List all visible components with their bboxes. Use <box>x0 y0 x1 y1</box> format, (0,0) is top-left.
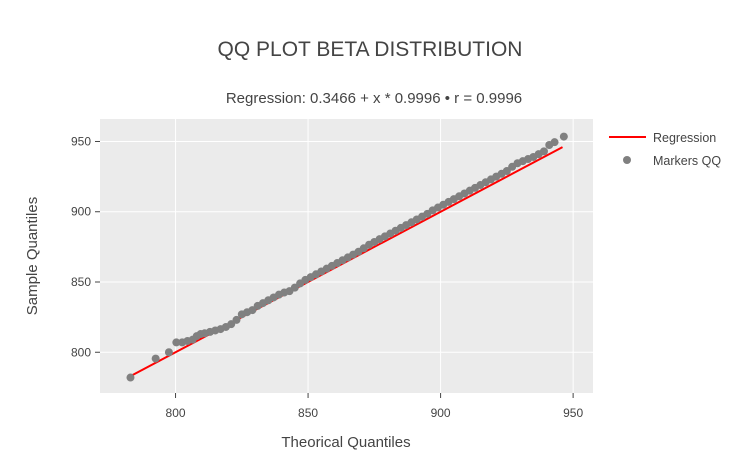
qq-marker <box>559 132 568 141</box>
qq-marker <box>550 138 559 147</box>
markers-series <box>126 132 568 382</box>
y-axis-ticks: 800 850 900 950 <box>71 134 100 359</box>
x-tick-label: 950 <box>563 406 583 420</box>
y-axis-label: Sample Quantiles <box>24 197 41 315</box>
x-axis-ticks: 800 850 900 950 <box>166 393 583 420</box>
x-tick-label: 800 <box>166 406 186 420</box>
legend-markers-swatch <box>623 156 631 164</box>
legend-regression-label: Regression <box>653 131 716 145</box>
qq-marker <box>539 147 548 156</box>
qq-marker <box>151 354 160 363</box>
qq-marker <box>232 315 241 324</box>
legend: Regression Markers QQ <box>609 131 721 168</box>
legend-item-regression[interactable]: Regression <box>609 131 716 145</box>
regression-line <box>130 146 563 378</box>
y-tick-label: 800 <box>71 345 91 359</box>
y-tick-label: 950 <box>71 134 91 148</box>
grid-lines <box>100 119 593 393</box>
x-axis-label: Theorical Quantiles <box>281 434 410 451</box>
x-tick-label: 850 <box>298 406 318 420</box>
chart-title: QQ PLOT BETA DISTRIBUTION <box>218 38 523 61</box>
chart-subtitle: Regression: 0.3466 + x * 0.9996 • r = 0.… <box>226 90 522 107</box>
qq-marker <box>172 338 181 347</box>
qq-marker <box>164 348 173 357</box>
regression-series <box>130 146 563 378</box>
y-tick-label: 900 <box>71 205 91 219</box>
qq-marker <box>126 373 135 382</box>
legend-item-markers[interactable]: Markers QQ <box>623 154 721 168</box>
y-tick-label: 850 <box>71 275 91 289</box>
legend-markers-label: Markers QQ <box>653 154 721 168</box>
x-tick-label: 900 <box>431 406 451 420</box>
